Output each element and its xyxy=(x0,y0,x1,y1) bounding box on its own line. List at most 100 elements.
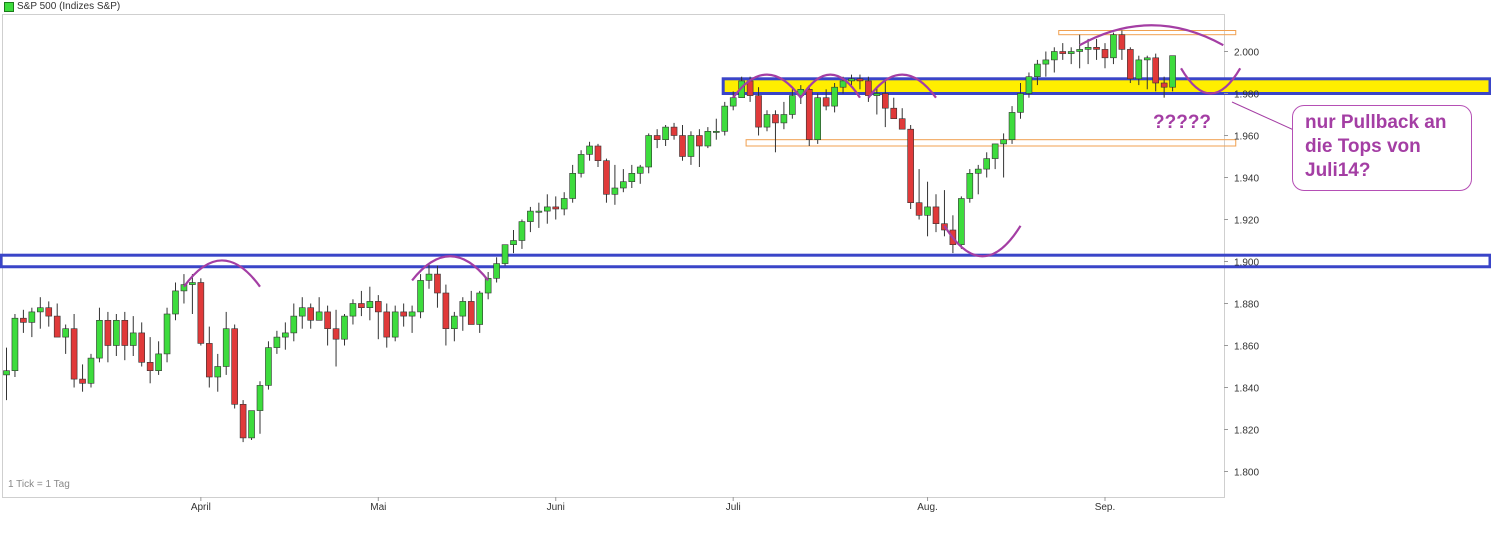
candle-down xyxy=(1152,57,1159,84)
candle-down xyxy=(679,135,686,157)
candle-up xyxy=(974,168,982,174)
candle-up xyxy=(831,86,838,107)
candle-up xyxy=(1169,55,1176,88)
candle-up xyxy=(729,97,737,107)
candle-up xyxy=(214,366,222,378)
candle-up xyxy=(712,131,720,133)
chart-legend: S&P 500 (Indizes S&P) xyxy=(4,0,120,13)
candle-up xyxy=(983,158,991,170)
candle-down xyxy=(1101,49,1109,59)
candle-down xyxy=(45,307,53,317)
candle-down xyxy=(231,328,238,405)
y-tick-label: 1.960 xyxy=(1234,132,1259,143)
callout-pointer xyxy=(1231,101,1297,132)
candle-down xyxy=(670,126,678,136)
y-tick-label: 1.820 xyxy=(1234,426,1259,437)
candle-up xyxy=(273,336,281,348)
candle-up xyxy=(417,280,424,313)
candle-up xyxy=(96,319,103,359)
thin-zone-box-3 xyxy=(1058,30,1237,36)
candle-up xyxy=(315,311,323,321)
candle-up xyxy=(129,332,137,346)
candle-up xyxy=(958,198,965,246)
candle-up xyxy=(687,135,695,157)
candle-down xyxy=(907,128,914,203)
candle-down xyxy=(594,145,602,161)
candle-down xyxy=(79,378,86,384)
y-tick-label: 2.000 xyxy=(1234,48,1259,59)
top-arc-july-1 xyxy=(732,73,802,99)
candle-up xyxy=(1084,46,1092,50)
x-tick-label: Mai xyxy=(370,502,386,513)
y-tick-label: 1.840 xyxy=(1234,384,1259,395)
candle-up xyxy=(991,143,999,159)
candle-up xyxy=(3,370,10,376)
y-tick-label: 1.880 xyxy=(1234,300,1259,311)
candle-up xyxy=(645,135,653,168)
candle-up xyxy=(493,263,500,279)
candle-down xyxy=(755,95,762,128)
support-zone-box xyxy=(0,253,1491,269)
candle-up xyxy=(518,221,526,241)
candle-down xyxy=(324,311,331,329)
candle-up xyxy=(341,315,348,340)
candle-up xyxy=(527,210,534,222)
bottom-arc-september xyxy=(1180,67,1242,95)
y-tick-label: 1.940 xyxy=(1234,174,1259,185)
candle-up xyxy=(543,206,551,212)
candle-down xyxy=(822,97,830,107)
x-tick-label: Aug. xyxy=(917,502,938,513)
candle-down xyxy=(400,311,407,317)
candle-up xyxy=(510,240,517,245)
candle-up xyxy=(222,328,230,367)
candle-up xyxy=(62,328,69,338)
candle-up xyxy=(662,126,669,140)
candle-up xyxy=(180,284,188,292)
candle-up xyxy=(535,210,543,213)
candle-down xyxy=(898,118,906,130)
candle-up xyxy=(290,315,298,334)
candle-down xyxy=(70,328,78,380)
candle-up xyxy=(451,315,458,330)
candle-up xyxy=(282,332,289,338)
candle-up xyxy=(628,173,636,183)
candle-up xyxy=(1143,57,1151,61)
candle-up xyxy=(87,357,95,384)
candle-up xyxy=(349,303,357,317)
candle-up xyxy=(560,198,568,210)
candle-up xyxy=(256,385,264,411)
candle-down xyxy=(856,78,864,82)
x-tick-label: April xyxy=(191,502,211,513)
candle-up xyxy=(501,244,509,264)
top-arc-april xyxy=(183,259,261,288)
candle-up xyxy=(873,93,881,96)
candle-down xyxy=(881,93,889,109)
candle-up xyxy=(569,173,576,199)
x-tick-label: Sep. xyxy=(1095,502,1116,513)
candle-up xyxy=(298,307,306,317)
candle-up xyxy=(391,311,399,338)
candle-up xyxy=(620,181,627,189)
candle-down xyxy=(374,301,382,313)
candle-down xyxy=(1118,34,1126,50)
candle-down xyxy=(138,332,145,363)
y-tick-label: 1.860 xyxy=(1234,342,1259,353)
candle-up xyxy=(248,410,255,439)
candle-up xyxy=(577,154,585,174)
candle-up xyxy=(36,307,44,313)
candle-up xyxy=(459,301,467,317)
candle-down xyxy=(1127,49,1134,80)
candle-up xyxy=(484,277,492,294)
candle-down xyxy=(1160,82,1168,88)
candle-up xyxy=(408,311,416,317)
thin-zone-box-2 xyxy=(745,139,1237,147)
candle-up xyxy=(789,95,796,115)
candle-down xyxy=(307,307,315,321)
candle-up xyxy=(611,187,619,195)
candle-up xyxy=(1025,76,1033,94)
candle-up xyxy=(780,114,788,124)
candle-down xyxy=(1059,51,1067,54)
candle-up xyxy=(425,273,433,281)
candle-up xyxy=(1135,59,1143,80)
